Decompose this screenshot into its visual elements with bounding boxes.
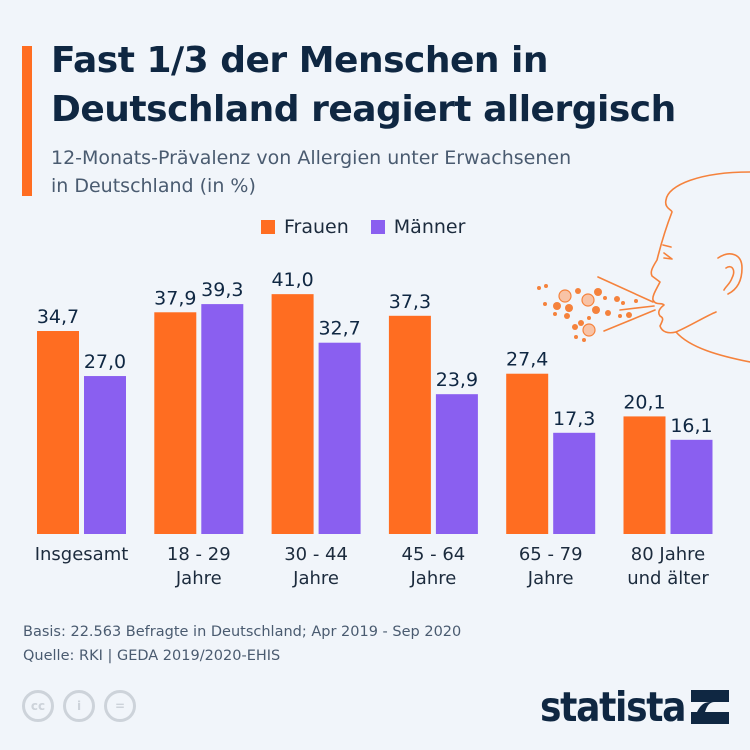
- value-label: 32,7: [318, 318, 360, 340]
- bar-frauen-4: [506, 373, 549, 534]
- value-label: 23,9: [436, 369, 478, 391]
- bars-group: [37, 294, 713, 534]
- bar-frauen-5: [623, 416, 666, 534]
- source-note: Quelle: RKI | GEDA 2019/2020-EHIS: [23, 648, 281, 664]
- bar-frauen-0: [37, 331, 79, 534]
- chart-subtitle: 12-Monats-Prävalenz von Allergien unter …: [51, 144, 691, 200]
- legend-item-frauen: Frauen: [261, 216, 349, 238]
- footer-notes: Basis: 22.563 Befragte in Deutschland; A…: [23, 620, 461, 668]
- value-label: 20,1: [623, 391, 665, 413]
- basis-note: Basis: 22.563 Befragte in Deutschland; A…: [23, 624, 462, 640]
- legend-swatch-maenner: [370, 220, 385, 234]
- license-icons[interactable]: cc i =: [22, 690, 145, 722]
- subtitle-line-2: in Deutschland (in %): [51, 175, 256, 197]
- statista-logo-icon: [691, 690, 729, 724]
- bar-maenner-2: [318, 342, 361, 534]
- bar-maenner-1: [201, 304, 244, 534]
- subtitle-line-1: 12-Monats-Prävalenz von Allergien unter …: [51, 147, 572, 169]
- category-label: Jahre: [527, 568, 574, 589]
- category-label: und älter: [627, 568, 709, 589]
- value-label: 17,3: [553, 408, 595, 430]
- value-label: 39,3: [201, 279, 243, 301]
- droplets-icon: [537, 284, 638, 342]
- title-line-1: Fast 1/3 der Menschen in: [51, 40, 549, 81]
- legend-label-frauen: Frauen: [284, 216, 349, 238]
- category-label: 65 - 79: [519, 544, 583, 565]
- chart-title: Fast 1/3 der Menschen in Deutschland rea…: [51, 36, 750, 134]
- neck-line-icon: [675, 331, 750, 363]
- bar-maenner-3: [435, 394, 478, 534]
- value-label: 27,4: [506, 349, 548, 371]
- bar-maenner-0: [84, 376, 126, 534]
- category-labels-group: Insgesamt 18 - 29 Jahre 30 - 44 Jahre 45 - 64…: [35, 544, 710, 589]
- sneezing-face-illustration: [537, 171, 750, 363]
- category-label: Insgesamt: [35, 544, 129, 565]
- statista-logo-text: statista: [540, 683, 687, 731]
- category-label: 18 - 29: [167, 544, 231, 565]
- value-label: 37,3: [389, 291, 431, 313]
- statista-logo[interactable]: statista: [540, 683, 729, 731]
- sneeze-lines-icon: [597, 276, 656, 332]
- value-label: 37,9: [154, 287, 196, 309]
- bar-maenner-5: [670, 439, 713, 534]
- head-outline-icon: [650, 171, 750, 334]
- title-line-2: Deutschland reagiert allergisch: [51, 89, 676, 130]
- category-label: 80 Jahre: [631, 544, 705, 565]
- pollen-icon: [558, 289, 596, 337]
- value-labels-group: 34,7 27,0 37,9 39,3 41,0 32,7 37,3 23,9 27,4 17,3…: [37, 269, 713, 437]
- bar-maenner-4: [553, 432, 596, 534]
- legend-label-maenner: Männer: [393, 216, 466, 238]
- legend: Frauen Männer: [261, 216, 487, 238]
- legend-swatch-frauen: [261, 220, 275, 234]
- category-label: Jahre: [292, 568, 339, 589]
- ear-icon: [717, 253, 743, 295]
- value-label: 34,7: [37, 306, 79, 328]
- value-label: 41,0: [271, 269, 313, 291]
- bar-frauen-2: [271, 294, 314, 534]
- accent-bar: [22, 46, 32, 196]
- category-label: Jahre: [409, 568, 456, 589]
- nd-icon[interactable]: =: [104, 690, 136, 722]
- category-label: 45 - 64: [402, 544, 466, 565]
- category-label: 30 - 44: [284, 544, 348, 565]
- category-label: Jahre: [175, 568, 222, 589]
- value-label: 16,1: [670, 415, 712, 437]
- bar-frauen-3: [388, 315, 431, 534]
- eye-icon: [662, 244, 673, 260]
- legend-item-maenner: Männer: [370, 216, 466, 238]
- by-icon[interactable]: i: [63, 690, 95, 722]
- value-label: 27,0: [84, 351, 126, 373]
- bar-frauen-1: [154, 312, 197, 534]
- cc-icon[interactable]: cc: [22, 690, 54, 722]
